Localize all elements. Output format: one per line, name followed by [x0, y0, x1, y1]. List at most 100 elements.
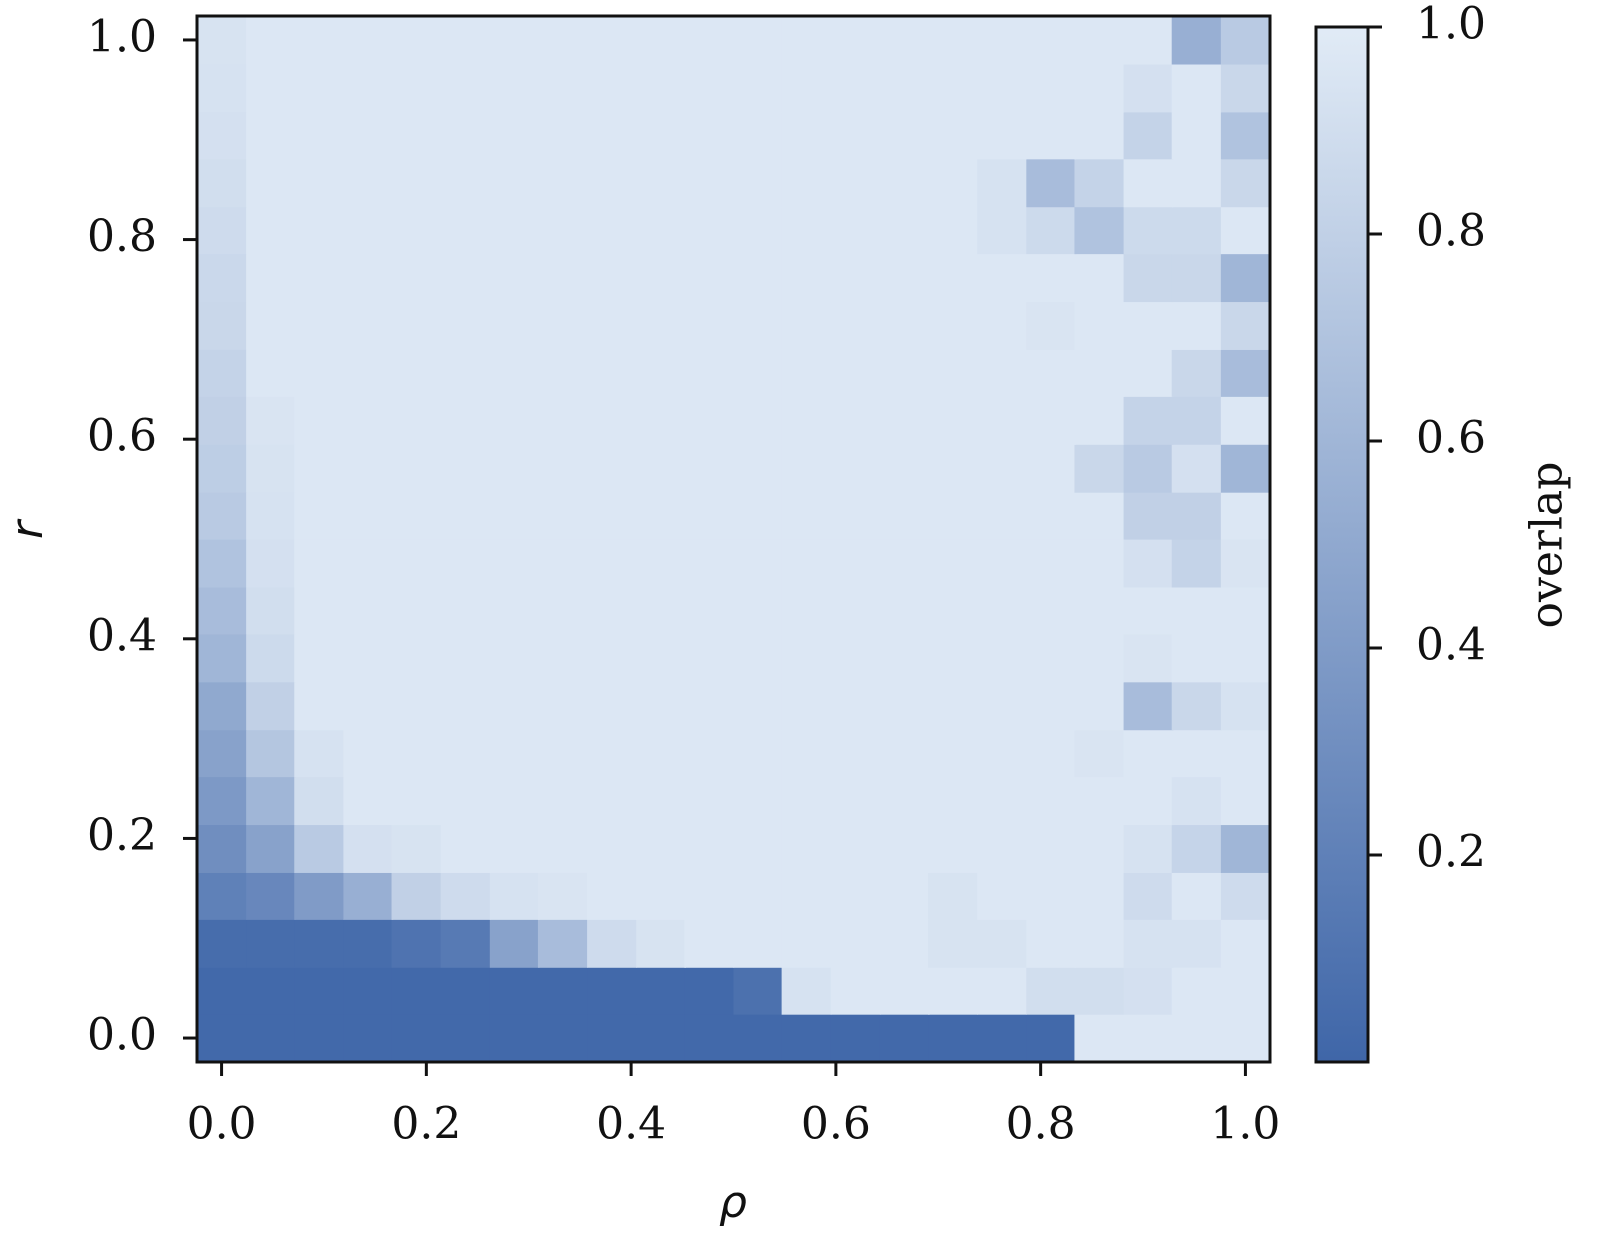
heatmap-cell	[343, 158, 394, 208]
heatmap-cell	[1220, 871, 1271, 920]
heatmap-cell	[294, 444, 345, 493]
heatmap-cell	[781, 491, 832, 540]
heatmap-cell	[781, 728, 832, 778]
heatmap-cell	[1220, 110, 1271, 160]
heatmap-cell	[1123, 16, 1174, 65]
heatmap-cell	[391, 728, 442, 778]
heatmap-cell	[197, 585, 247, 635]
heatmap-cell	[537, 1014, 588, 1063]
heatmap-cell	[294, 301, 345, 350]
heatmap-cell	[1074, 110, 1125, 160]
heatmap-cell	[343, 633, 394, 683]
heatmap-cell	[391, 301, 442, 350]
heatmap-cell	[830, 539, 881, 588]
heatmap-cell	[391, 444, 442, 493]
y-tick-label: 1.0	[87, 11, 157, 62]
heatmap-cell	[246, 63, 296, 113]
heatmap-cell	[1220, 253, 1271, 303]
heatmap-cell	[537, 301, 588, 350]
heatmap-cell	[197, 1014, 247, 1063]
heatmap-cell	[246, 253, 296, 303]
heatmap-cell	[440, 539, 491, 588]
heatmap-cell	[1171, 824, 1222, 873]
heatmap-cell	[830, 158, 881, 208]
heatmap-cell	[587, 539, 637, 588]
heatmap-cell	[1074, 491, 1125, 540]
heatmap-cell	[489, 681, 540, 731]
heatmap-cell	[1171, 633, 1222, 683]
heatmap-cell	[391, 633, 442, 683]
heatmap-cell	[537, 348, 588, 397]
heatmap-cell	[246, 728, 296, 778]
heatmap-cell	[197, 776, 247, 826]
heatmap-cell	[294, 16, 345, 65]
heatmap-cell	[391, 396, 442, 445]
heatmap-cell	[636, 396, 686, 445]
heatmap-cell	[684, 253, 735, 303]
y-axis-label: r	[2, 518, 53, 539]
heatmap-cell	[537, 444, 588, 493]
heatmap-cell	[636, 919, 686, 968]
heatmap-cell	[684, 539, 735, 588]
heatmap-cell	[928, 253, 978, 303]
heatmap-cell	[587, 966, 637, 1015]
heatmap-cell	[294, 491, 345, 540]
heatmap-cell	[830, 633, 881, 683]
heatmap-cell	[440, 1014, 491, 1063]
heatmap-cell	[489, 539, 540, 588]
heatmap-cell	[1171, 158, 1222, 208]
heatmap-cell	[537, 728, 588, 778]
heatmap-cell	[879, 301, 930, 350]
heatmap-cell	[636, 1014, 686, 1063]
heatmap-cell	[537, 253, 588, 303]
heatmap-cell	[977, 966, 1027, 1015]
heatmap-cell	[636, 110, 686, 160]
heatmap-cell	[246, 444, 296, 493]
heatmap-cell	[636, 681, 686, 731]
heatmap-cell	[197, 728, 247, 778]
heatmap-cell	[1220, 396, 1271, 445]
heatmap-cell	[1123, 824, 1174, 873]
heatmap-cell	[879, 491, 930, 540]
heatmap-cell	[636, 253, 686, 303]
heatmap-cell	[537, 396, 588, 445]
heatmap-cell	[1074, 301, 1125, 350]
colorbar-tick-label: 1.0	[1416, 0, 1486, 50]
heatmap-cell	[294, 966, 345, 1015]
heatmap-cell	[928, 205, 978, 255]
heatmap-cell	[879, 16, 930, 65]
heatmap-cell	[1074, 396, 1125, 445]
heatmap-cell	[1123, 776, 1174, 826]
heatmap-cell	[489, 1014, 540, 1063]
heatmap-cell	[294, 633, 345, 683]
colorbar-tick-label: 0.4	[1416, 620, 1486, 671]
heatmap-cell	[830, 776, 881, 826]
heatmap-cell	[440, 301, 491, 350]
heatmap-cell	[1220, 16, 1271, 65]
heatmap-cell	[489, 301, 540, 350]
heatmap-cell	[879, 871, 930, 920]
heatmap-cell	[928, 1014, 978, 1063]
heatmap-cell	[489, 585, 540, 635]
heatmap-cell	[636, 16, 686, 65]
heatmap-cell	[977, 110, 1027, 160]
heatmap-cell	[879, 539, 930, 588]
heatmap-cell	[879, 253, 930, 303]
heatmap-cell	[928, 444, 978, 493]
heatmap-cell	[684, 110, 735, 160]
heatmap-cell	[928, 396, 978, 445]
heatmap-cell	[1123, 444, 1174, 493]
heatmap-cell	[391, 158, 442, 208]
heatmap-cell	[1171, 348, 1222, 397]
heatmap-cell	[440, 348, 491, 397]
heatmap-cell	[1123, 585, 1174, 635]
heatmap-cell	[1171, 444, 1222, 493]
heatmap-cell	[1220, 681, 1271, 731]
heatmap-cell	[246, 301, 296, 350]
heatmap-cell	[1026, 633, 1077, 683]
heatmap-cell	[733, 16, 784, 65]
heatmap-cell	[684, 776, 735, 826]
heatmap-cell	[246, 871, 296, 920]
heatmap-cell	[1171, 776, 1222, 826]
heatmap-cell	[246, 396, 296, 445]
